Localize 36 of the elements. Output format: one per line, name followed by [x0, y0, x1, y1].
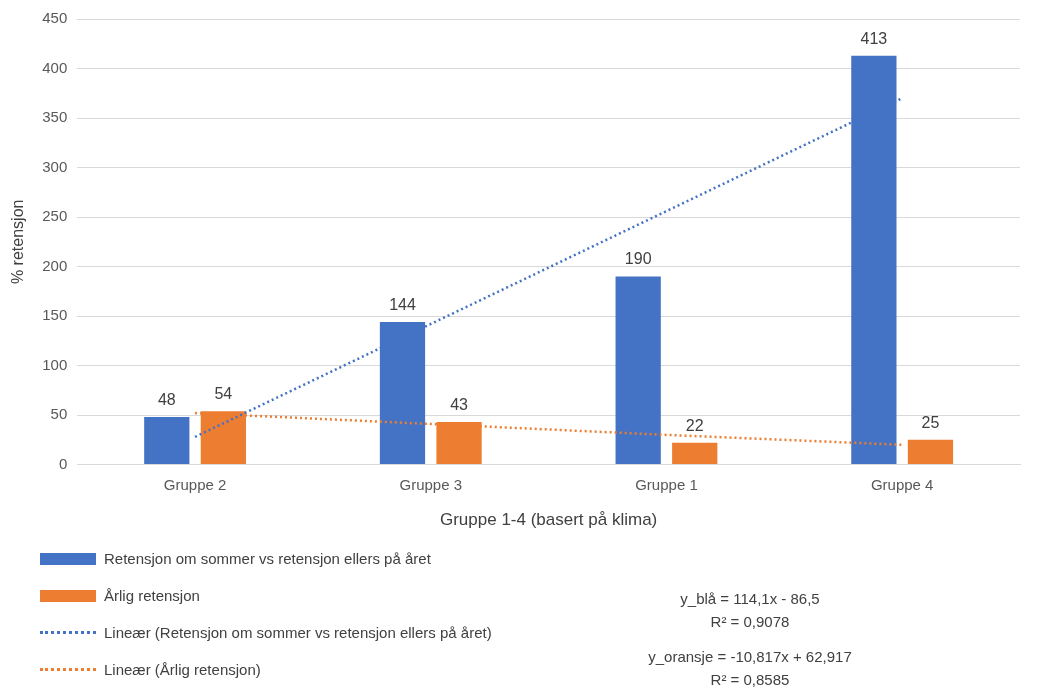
x-axis-title: Gruppe 1-4 (basert på klima)	[439, 510, 658, 530]
y-tick-label: 350	[42, 108, 68, 126]
y-tick-label: 200	[42, 256, 68, 274]
bar	[615, 276, 661, 465]
y-tick-label: 300	[42, 157, 68, 175]
y-tick-label: 400	[42, 58, 68, 76]
text: y_blå = 114,1x - 86,5	[679, 590, 821, 609]
legend-label: Retensjon om sommer vs retensjon ellers på året	[104, 550, 431, 567]
bar	[672, 442, 718, 465]
y-axis-title: % retensjon	[9, 199, 27, 285]
bar	[907, 439, 954, 465]
data-label: 413	[860, 29, 888, 47]
y-tick-label: 250	[42, 207, 68, 225]
x-tick-label: Gruppe 3	[399, 475, 463, 493]
text: R² = 0,9078	[709, 613, 791, 632]
y-tick-label: 150	[42, 306, 68, 324]
data-label: 54	[214, 385, 233, 403]
data-label: 144	[389, 296, 416, 314]
x-tick-label: Gruppe 1	[635, 475, 698, 493]
x-tick-label: Gruppe 4	[870, 475, 934, 493]
data-label: 25	[921, 413, 940, 431]
y-tick-label: 450	[42, 9, 68, 27]
data-label: 43	[450, 396, 469, 414]
data-label: 190	[624, 250, 652, 268]
y-tick-label: 50	[50, 405, 68, 423]
text: y_oransje = -10,817x + 62,917	[647, 648, 853, 667]
legend-label: Lineær (Årlig retensjon)	[104, 661, 261, 678]
bar	[144, 417, 190, 465]
data-label: 22	[685, 416, 704, 434]
text: R² = 0,8585	[709, 671, 791, 690]
y-tick-label: 100	[42, 355, 68, 373]
x-tick-label: Gruppe 2	[163, 475, 227, 493]
data-label: 48	[157, 391, 176, 409]
legend-label: Lineær (Retensjon om sommer vs retensjon ellers på året)	[104, 624, 492, 641]
y-tick-label: 0	[58, 454, 68, 472]
legend-label: Årlig retensjon	[104, 587, 200, 604]
